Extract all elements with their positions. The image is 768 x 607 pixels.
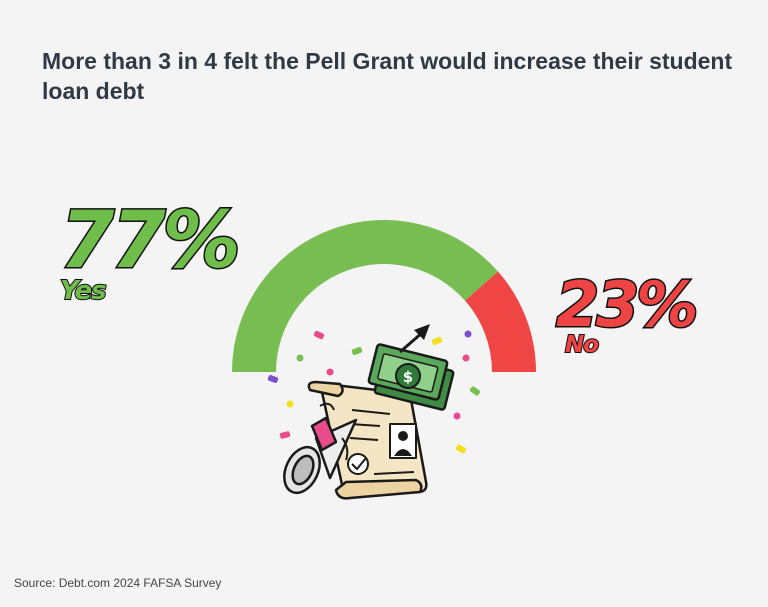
money-bill-icon: $	[367, 343, 455, 411]
no-percentage: 23%	[554, 267, 699, 343]
diploma-scroll-icon	[307, 380, 428, 500]
source-note: Source: Debt.com 2024 FAFSA Survey	[14, 576, 222, 590]
gauge-slice-yes	[232, 220, 499, 372]
gauge-slice-no	[465, 271, 536, 372]
confetti-icon	[267, 330, 481, 454]
yes-percentage: 77%	[59, 195, 243, 288]
yes-label: Yes	[59, 275, 108, 307]
chart-title: More than 3 in 4 felt the Pell Grant wou…	[42, 48, 733, 104]
megaphone-icon	[283, 402, 358, 495]
dollar-sign-icon: $	[403, 368, 413, 386]
up-arrow-icon	[399, 324, 430, 354]
no-label: No	[564, 331, 600, 359]
